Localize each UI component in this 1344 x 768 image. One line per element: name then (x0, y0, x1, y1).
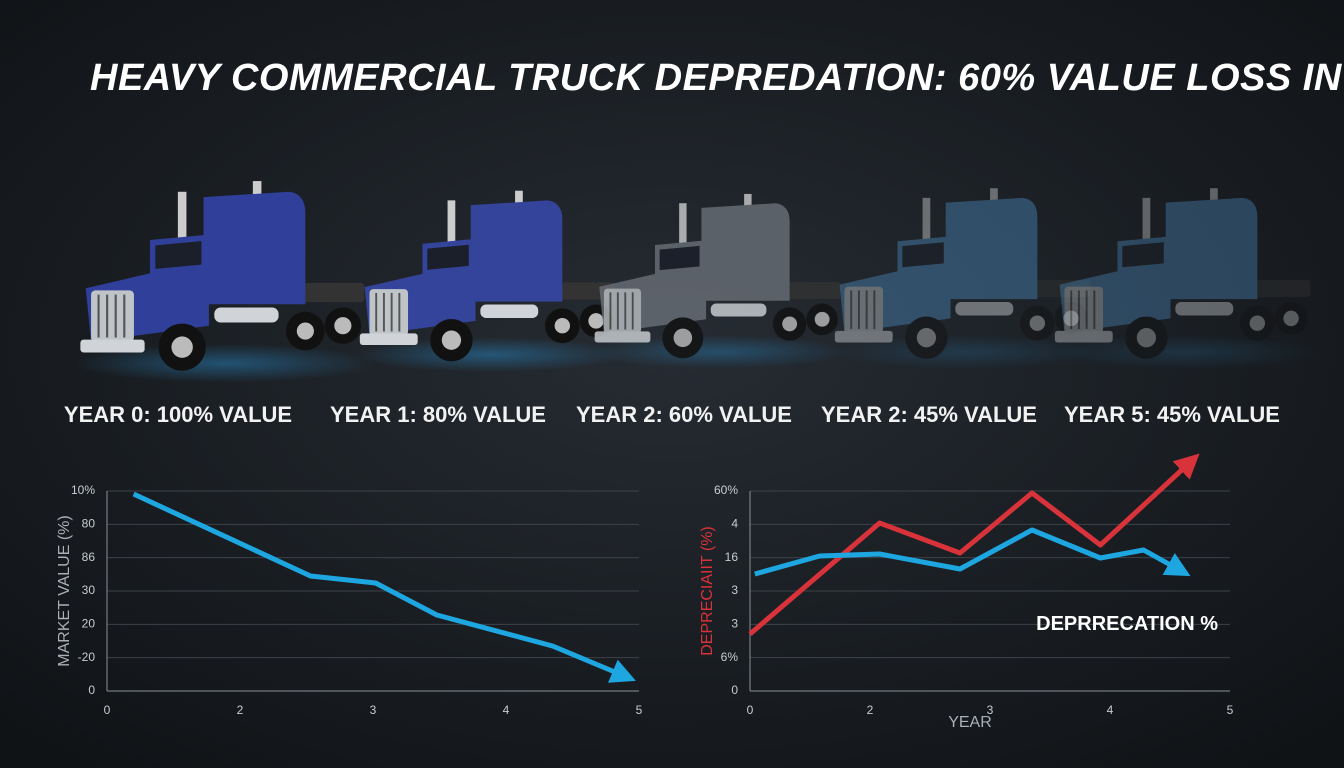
caption: YEAR 5: 45% VALUE (1064, 402, 1280, 427)
title: HEAVY COMMERCIAL TRUCK DEPREDATION: 60% … (90, 57, 1344, 99)
x-tick-label: 4 (1107, 703, 1114, 717)
y-tick-label: 60% (714, 483, 738, 497)
y-tick-label: 10% (71, 483, 95, 497)
caption: YEAR 2: 45% VALUE (821, 402, 1037, 427)
x-tick-label: 0 (747, 703, 754, 717)
chart: 0 -20 20 30 86 80 10% 0 2 3 4 5 MARKET VALUE (%) (56, 483, 643, 717)
y-tick-label: 4 (731, 517, 738, 531)
caption: YEAR 2: 60% VALUE (576, 402, 792, 427)
data-line (748, 453, 1200, 636)
x-tick-label: 5 (1227, 703, 1234, 717)
x-tick-label: 3 (987, 703, 994, 717)
data-line (754, 527, 1191, 577)
annotation: DEPRRECATION % (1036, 613, 1218, 635)
data-line (132, 491, 636, 683)
caption: YEAR 1: 80% VALUE (330, 402, 546, 427)
y-tick-label: 6% (721, 650, 739, 664)
x-axis-label: YEAR (948, 714, 992, 731)
y-tick-label: 80 (82, 517, 96, 531)
captions: YEAR 0: 100% VALUE YEAR 1: 80% VALUE YEA… (64, 402, 1280, 427)
y-tick-label: 16 (725, 550, 739, 564)
y-axis-label: DEPRECIAIIT (%) (699, 526, 716, 656)
caption: YEAR 0: 100% VALUE (64, 402, 292, 427)
y-tick-label: 0 (88, 683, 95, 697)
y-tick-label: 3 (731, 583, 738, 597)
x-tick-label: 2 (237, 703, 244, 717)
y-tick-label: 86 (82, 550, 96, 564)
x-tick-label: 0 (104, 703, 111, 717)
x-tick-label: 3 (370, 703, 377, 717)
chart: 0 6% 3 3 16 4 60% 0 2 3 4 5 DEPRECIAIIT (%) YEAR DEPRR… (699, 453, 1234, 731)
y-axis-label: MARKET VALUE (%) (56, 515, 73, 666)
y-tick-label: 0 (731, 683, 738, 697)
y-tick-label: 20 (82, 617, 96, 631)
x-tick-label: 2 (867, 703, 874, 717)
y-tick-label: 30 (82, 583, 96, 597)
y-tick-label: -20 (78, 650, 96, 664)
x-tick-label: 4 (503, 703, 510, 717)
y-tick-label: 3 (731, 617, 738, 631)
x-tick-label: 5 (636, 703, 643, 717)
